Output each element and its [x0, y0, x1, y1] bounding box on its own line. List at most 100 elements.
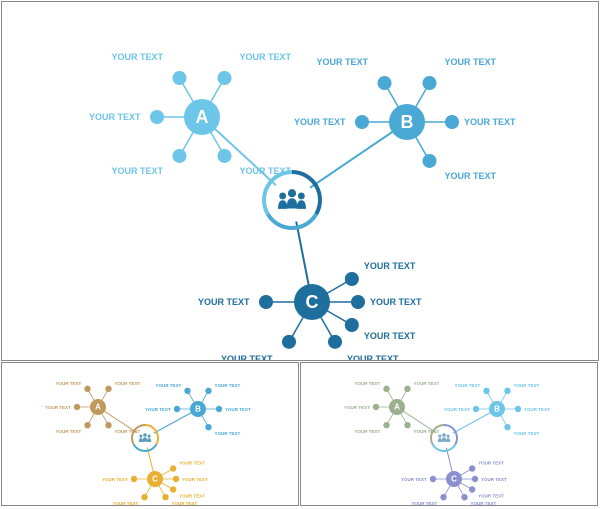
satellite-label: YOUR TEXT: [524, 407, 550, 412]
satellite-dot: [162, 494, 168, 500]
satellite-label: YOUR TEXT: [113, 501, 139, 506]
satellite-dot: [174, 406, 180, 412]
diagram-panel-main: YOUR TEXT YOUR TEXT YOUR TEXT YOUR TEXT YOUR…: [1, 1, 599, 361]
satellite-dot: [383, 422, 389, 428]
satellite-label: YOUR TEXT: [225, 407, 251, 412]
satellite-label: YOUR TEXT: [414, 429, 440, 434]
satellite-label: YOUR TEXT: [514, 383, 540, 388]
satellite-label: YOUR TEXT: [481, 477, 507, 482]
satellite-label: YOUR TEXT: [478, 494, 504, 499]
satellite-label: YOUR TEXT: [471, 501, 497, 506]
satellite-label: YOUR TEXT: [115, 381, 141, 386]
satellite-label: YOUR TEXT: [401, 477, 427, 482]
satellite-dot: [218, 149, 232, 163]
satellite-label: YOUR TEXT: [444, 407, 470, 412]
satellite-dot: [216, 406, 222, 412]
satellite-label: YOUR TEXT: [172, 501, 198, 506]
satellite-label: YOUR TEXT: [294, 117, 346, 127]
satellite-dot: [423, 76, 437, 90]
satellite-dot: [404, 386, 410, 392]
satellite-label: YOUR TEXT: [412, 501, 438, 506]
satellite-dot: [218, 71, 232, 85]
satellite-label: YOUR TEXT: [112, 166, 164, 176]
satellite-label: YOUR TEXT: [215, 431, 241, 436]
cluster-letter-C: C: [152, 475, 158, 484]
satellite-dot: [423, 154, 437, 168]
satellite-label: YOUR TEXT: [45, 405, 71, 410]
satellite-dot: [150, 110, 164, 124]
satellite-label: YOUR TEXT: [145, 407, 171, 412]
satellite-dot: [205, 388, 211, 394]
satellite-label: YOUR TEXT: [514, 431, 540, 436]
satellite-label: YOUR TEXT: [414, 381, 440, 386]
satellite-label: YOUR TEXT: [478, 461, 504, 466]
satellite-label: YOUR TEXT: [464, 117, 516, 127]
satellite-dot: [173, 476, 179, 482]
satellite-label: YOUR TEXT: [344, 405, 370, 410]
satellite-label: YOUR TEXT: [240, 166, 292, 176]
satellite-label: YOUR TEXT: [89, 112, 141, 122]
satellite-dot: [173, 71, 187, 85]
satellite-dot: [141, 494, 147, 500]
satellite-dot: [105, 422, 111, 428]
satellite-label: YOUR TEXT: [240, 52, 292, 62]
satellite-label: YOUR TEXT: [347, 354, 399, 361]
satellite-dot: [404, 422, 410, 428]
satellite-label: YOUR TEXT: [221, 354, 273, 361]
satellite-label: YOUR TEXT: [56, 381, 82, 386]
satellite-dot: [170, 486, 176, 492]
cluster-letter-B: B: [494, 405, 500, 414]
satellite-label: YOUR TEXT: [455, 383, 481, 388]
cluster-letter-A: A: [196, 107, 209, 127]
satellite-label: YOUR TEXT: [179, 494, 205, 499]
cluster-letter-B: B: [195, 405, 201, 414]
satellite-dot: [504, 388, 510, 394]
satellite-dot: [469, 486, 475, 492]
satellite-label: YOUR TEXT: [364, 261, 416, 271]
satellite-label: YOUR TEXT: [179, 461, 205, 466]
satellite-dot: [355, 115, 369, 129]
satellite-dot: [445, 115, 459, 129]
satellite-dot: [504, 424, 510, 430]
cluster-letter-C: C: [306, 292, 319, 312]
satellite-dot: [472, 476, 478, 482]
satellite-dot: [74, 404, 80, 410]
satellite-label: YOUR TEXT: [445, 57, 497, 67]
satellite-dot: [440, 494, 446, 500]
satellite-label: YOUR TEXT: [56, 429, 82, 434]
satellite-dot: [378, 76, 392, 90]
satellite-dot: [461, 494, 467, 500]
satellite-dot: [131, 476, 137, 482]
satellite-label: YOUR TEXT: [215, 383, 241, 388]
satellite-dot: [345, 272, 359, 286]
satellite-dot: [105, 386, 111, 392]
satellite-label: YOUR TEXT: [445, 171, 497, 181]
satellite-label: YOUR TEXT: [370, 297, 422, 307]
satellite-dot: [282, 335, 296, 349]
satellite-dot: [473, 406, 479, 412]
satellite-dot: [328, 335, 342, 349]
satellite-label: YOUR TEXT: [182, 477, 208, 482]
satellite-label: YOUR TEXT: [115, 429, 141, 434]
diagram-panel-alt2: YOUR TEXT YOUR TEXT YOUR TEXT YOUR TEXT YOUR…: [300, 362, 598, 506]
satellite-dot: [170, 465, 176, 471]
satellite-dot: [173, 149, 187, 163]
satellite-label: YOUR TEXT: [317, 57, 369, 67]
satellite-dot: [515, 406, 521, 412]
satellite-dot: [84, 422, 90, 428]
satellite-label: YOUR TEXT: [364, 331, 416, 341]
cluster-letter-A: A: [95, 403, 101, 412]
cluster-letter-B: B: [401, 112, 414, 132]
satellite-label: YOUR TEXT: [112, 52, 164, 62]
satellite-dot: [259, 295, 273, 309]
satellite-dot: [430, 476, 436, 482]
satellite-dot: [483, 388, 489, 394]
satellite-dot: [205, 424, 211, 430]
satellite-dot: [383, 386, 389, 392]
satellite-label: YOUR TEXT: [102, 477, 128, 482]
cluster-letter-A: A: [394, 403, 400, 412]
cluster-letter-C: C: [451, 475, 457, 484]
satellite-dot: [345, 318, 359, 332]
satellite-label: YOUR TEXT: [156, 383, 182, 388]
satellite-dot: [469, 465, 475, 471]
